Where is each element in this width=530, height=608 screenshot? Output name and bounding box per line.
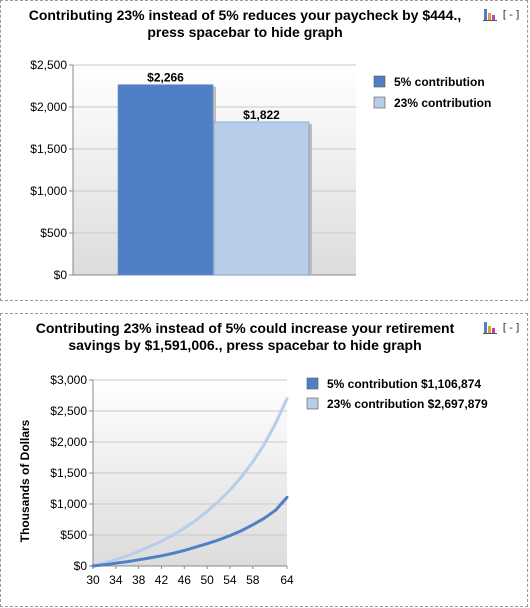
bar-data-label: $1,822 [243,108,280,122]
y-tick-label: $500 [40,226,67,240]
bar-chart-icon[interactable] [483,7,498,21]
paycheck-title-line2: press spacebar to hide graph [147,24,343,40]
legend-label: 23% contribution $2,697,879 [327,397,488,411]
y-tick-label: $1,500 [50,466,87,480]
x-tick-label: 38 [132,573,146,587]
collapse-toggle[interactable]: [-] [501,7,521,21]
legend-label: 5% contribution $1,106,874 [327,377,481,391]
retirement-title-line1: Contributing 23% instead of 5% could inc… [35,320,455,336]
y-tick-label: $1,000 [30,184,67,198]
legend-swatch [373,75,386,88]
bar [213,121,310,276]
y-tick-label: $2,500 [30,58,67,72]
bar-data-label: $2,266 [147,71,184,85]
legend-label: 5% contribution [394,75,485,89]
y-tick-label: $1,000 [50,497,87,511]
x-tick-label: 58 [246,573,260,587]
y-tick-label: $0 [74,559,88,573]
paycheck-title-line1: Contributing 23% instead of 5% reduces y… [28,7,462,23]
series-line [91,397,289,568]
legend-swatch [373,96,386,109]
paycheck-chart-panel: $0 $500 $1,000 $1,500 $2,000 $2,500 $2,266 $1,8… [0,0,528,301]
x-tick-label: 42 [155,573,169,587]
paycheck-chart-title: Contributing 23% instead of 5% reduces y… [7,7,483,41]
y-tick-label: $0 [54,268,68,282]
x-tick-label: 54 [223,573,237,587]
x-tick-label: 34 [109,573,123,587]
retirement-line-chart: $0 $500 $1,000 $1,500 $2,000 $2,500 $3,000 30 34… [18,373,488,587]
y-tick-label: $2,000 [30,100,67,114]
y-axis-label: Thousands of Dollars [18,419,32,542]
retirement-chart-title: Contributing 23% instead of 5% could inc… [7,320,483,354]
x-tick-label: 64 [280,573,294,587]
legend-label: 23% contribution [394,96,491,110]
y-tick-label: $1,500 [30,142,67,156]
retirement-title-line2: savings by $1,591,006., press spacebar t… [68,337,422,353]
series-line [91,495,289,568]
paycheck-bar-chart: $0 $500 $1,000 $1,500 $2,000 $2,500 $2,266 $1,8… [30,58,491,282]
retirement-chart-panel: $0 $500 $1,000 $1,500 $2,000 $2,500 $3,000 30 34… [0,313,528,607]
y-tick-label: $500 [60,528,87,542]
y-tick-label: $2,000 [50,435,87,449]
bar-chart-icon[interactable] [483,320,498,334]
y-tick-label: $3,000 [50,373,87,387]
x-tick-label: 50 [200,573,214,587]
legend-swatch [306,377,319,390]
legend-swatch [306,397,319,410]
x-tick-label: 30 [86,573,100,587]
x-tick-label: 46 [178,573,192,587]
bar [117,84,214,276]
collapse-toggle[interactable]: [-] [501,320,521,334]
y-tick-label: $2,500 [50,404,87,418]
